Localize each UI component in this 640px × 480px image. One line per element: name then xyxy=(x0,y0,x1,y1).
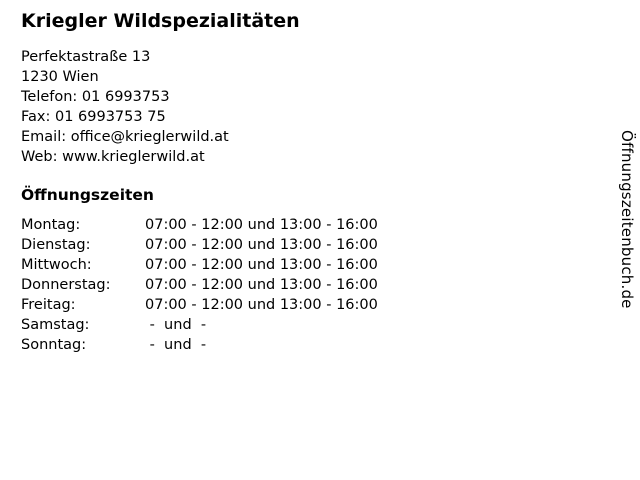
day-label: Donnerstag: xyxy=(21,277,111,293)
table-row: Donnerstag: 07:00 - 12:00 und 13:00 - 16… xyxy=(21,275,378,295)
opening-hours-table: Montag: 07:00 - 12:00 und 13:00 - 16:00 … xyxy=(21,215,378,355)
table-row: Samstag: - und - xyxy=(21,315,378,335)
address-street: Perfektastraße 13 xyxy=(21,49,151,65)
day-hours: 07:00 - 12:00 und 13:00 - 16:00 xyxy=(145,217,378,233)
day-label: Sonntag: xyxy=(21,337,87,353)
watermark-sidebar: Öffnungszeitenbuch.de xyxy=(616,130,638,340)
page-title: Kriegler Wildspezialitäten xyxy=(21,10,300,32)
address-web: Web: www.krieglerwild.at xyxy=(21,149,205,165)
table-row: Sonntag: - und - xyxy=(21,335,378,355)
table-row: Mittwoch: 07:00 - 12:00 und 13:00 - 16:0… xyxy=(21,255,378,275)
address-block: Perfektastraße 13 1230 Wien Telefon: 01 … xyxy=(21,47,581,167)
address-email: Email: office@krieglerwild.at xyxy=(21,129,229,145)
address-phone: Telefon: 01 6993753 xyxy=(21,89,170,105)
table-row: Freitag: 07:00 - 12:00 und 13:00 - 16:00 xyxy=(21,295,378,315)
day-hours: 07:00 - 12:00 und 13:00 - 16:00 xyxy=(145,237,378,253)
opening-hours-body: Montag: 07:00 - 12:00 und 13:00 - 16:00 … xyxy=(21,215,378,355)
day-hours: 07:00 - 12:00 und 13:00 - 16:00 xyxy=(145,297,378,313)
table-row: Dienstag: 07:00 - 12:00 und 13:00 - 16:0… xyxy=(21,235,378,255)
day-label: Freitag: xyxy=(21,297,76,313)
day-hours: 07:00 - 12:00 und 13:00 - 16:00 xyxy=(145,277,378,293)
day-label: Mittwoch: xyxy=(21,257,92,273)
day-hours: - und - xyxy=(145,337,211,353)
content-column: Kriegler Wildspezialitäten Perfektastraß… xyxy=(21,9,581,355)
day-label: Samstag: xyxy=(21,317,90,333)
address-fax: Fax: 01 6993753 75 xyxy=(21,109,166,125)
day-label: Montag: xyxy=(21,217,81,233)
day-hours: - und - xyxy=(145,317,211,333)
day-hours: 07:00 - 12:00 und 13:00 - 16:00 xyxy=(145,257,378,273)
day-label: Dienstag: xyxy=(21,237,91,253)
address-city: 1230 Wien xyxy=(21,69,99,85)
table-row: Montag: 07:00 - 12:00 und 13:00 - 16:00 xyxy=(21,215,378,235)
opening-hours-heading: Öffnungszeiten xyxy=(21,186,154,204)
watermark-text: Öffnungszeitenbuch.de xyxy=(618,130,636,309)
